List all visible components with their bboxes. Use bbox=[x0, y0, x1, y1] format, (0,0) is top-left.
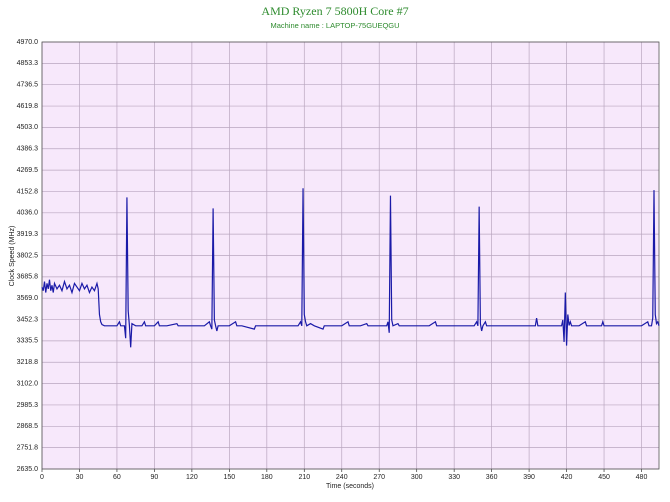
x-tick-label: 450 bbox=[598, 474, 610, 481]
x-tick-label: 150 bbox=[224, 474, 236, 481]
x-tick-label: 210 bbox=[298, 474, 310, 481]
y-tick-label: 2751.8 bbox=[17, 444, 39, 451]
y-tick-label: 4970.0 bbox=[17, 39, 39, 46]
x-tick-label: 330 bbox=[448, 474, 460, 481]
x-axis-label: Time (seconds) bbox=[326, 483, 374, 490]
y-tick-label: 2868.5 bbox=[17, 423, 39, 430]
y-axis-label: Clock Speed (MHz) bbox=[9, 226, 16, 287]
chart-title: AMD Ryzen 7 5800H Core #7 bbox=[261, 4, 408, 18]
y-tick-label: 4152.8 bbox=[17, 188, 39, 195]
chart-subtitle: Machine name : LAPTOP-75GUEQGU bbox=[270, 21, 399, 30]
y-tick-label: 4036.0 bbox=[17, 210, 39, 217]
y-tick-label: 4736.5 bbox=[17, 82, 39, 89]
y-tick-label: 4503.0 bbox=[17, 124, 39, 131]
x-tick-label: 90 bbox=[151, 474, 159, 481]
x-tick-label: 180 bbox=[261, 474, 273, 481]
y-tick-label: 4853.3 bbox=[17, 60, 39, 67]
x-tick-label: 420 bbox=[561, 474, 573, 481]
y-tick-label: 4619.8 bbox=[17, 103, 39, 110]
y-tick-label: 4386.3 bbox=[17, 146, 39, 153]
data-line bbox=[41, 188, 660, 348]
plot-frame bbox=[41, 41, 660, 470]
y-tick-label: 3102.0 bbox=[17, 380, 39, 387]
x-tick-label: 270 bbox=[373, 474, 385, 481]
y-tick-label: 2985.3 bbox=[17, 402, 39, 409]
y-tick-label: 3919.3 bbox=[17, 231, 39, 238]
y-tick-label: 3802.5 bbox=[17, 252, 39, 259]
y-tick-label: 3569.0 bbox=[17, 295, 39, 302]
y-tick-label: 3218.8 bbox=[17, 359, 39, 366]
x-tick-label: 360 bbox=[486, 474, 498, 481]
x-tick-label: 480 bbox=[636, 474, 648, 481]
x-tick-label: 240 bbox=[336, 474, 348, 481]
y-tick-label: 3335.5 bbox=[17, 338, 39, 345]
x-tick-label: 390 bbox=[523, 474, 535, 481]
y-tick-label: 4269.5 bbox=[17, 167, 39, 174]
x-tick-label: 0 bbox=[40, 474, 44, 481]
x-tick-label: 300 bbox=[411, 474, 423, 481]
x-tick-label: 120 bbox=[186, 474, 198, 481]
y-tick-label: 3685.8 bbox=[17, 274, 39, 281]
y-tick-label: 3452.3 bbox=[17, 316, 39, 323]
x-tick-label: 30 bbox=[76, 474, 84, 481]
y-tick-label: 2635.0 bbox=[17, 466, 39, 473]
x-tick-label: 60 bbox=[113, 474, 121, 481]
